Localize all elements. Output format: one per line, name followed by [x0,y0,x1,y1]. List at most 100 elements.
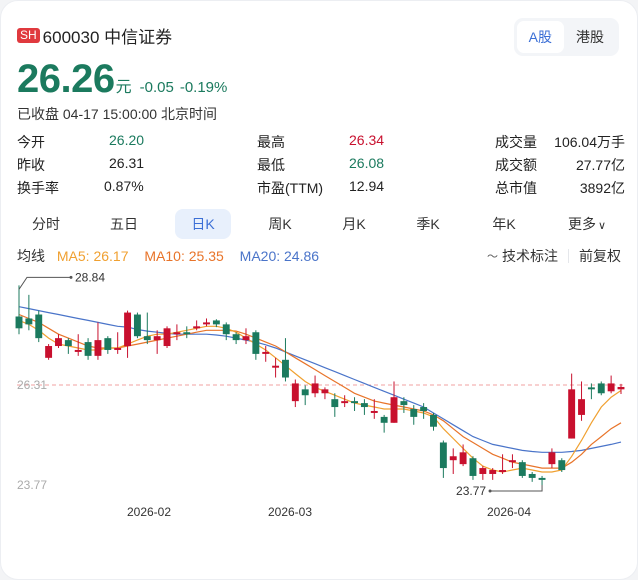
candle-body [410,409,418,417]
stat-label-open: 今开 [17,134,45,150]
candle-body [587,387,595,390]
candle-body [439,442,447,469]
x-axis-date-label: 2026-04 [487,505,531,519]
stock-header: SH 600030 中信证券 [17,23,172,48]
current-price: 26.26 [17,57,115,101]
candle-body [15,316,23,329]
candle-body [133,314,141,337]
stats-grid: 今开 26.20 最高 26.34 成交量 106.04万手 昨收 26.31 … [17,130,625,199]
stat-label-turnover: 成交额 [495,157,537,173]
stat-value-turnover: 27.77亿 [575,157,625,173]
chart-tools: 〜 技术标注 前复权 [487,246,621,266]
stat-label-prev-close: 昨收 [17,157,45,173]
candle-body [360,403,368,408]
stat-label-low: 最低 [257,157,285,173]
price-block: 26.26 元 -0.05 -0.19% [17,57,227,102]
stat-label-volume: 成交量 [495,134,537,150]
candle-body [518,462,526,476]
candle-body [242,336,250,341]
candle-body [578,399,585,415]
candle-body [153,336,161,341]
candle-body [568,389,576,439]
tech-mark-button[interactable]: 技术标注 [502,248,558,264]
low-annotation-label: 23.77 [456,484,486,498]
candle-body [538,477,546,480]
ma10-line [18,313,622,469]
stats-row: 昨收 26.31 最低 26.08 成交额 27.77亿 [17,153,625,176]
candle-body [508,460,516,463]
candle-body [499,470,507,473]
divider [568,249,569,263]
tab-weekly-k[interactable]: 周K [268,216,292,232]
candle-body [489,470,497,474]
stat-value-low: 26.08 [349,155,385,171]
ma5-value: MA5: 26.17 [56,248,129,264]
tab-yearly-k[interactable]: 年K [492,216,516,232]
tab-intraday[interactable]: 分时 [32,216,60,232]
low-annotation-dot [488,489,492,493]
high-annotation-line [18,276,71,290]
stat-label-market-cap: 总市值 [495,180,537,196]
price-change: -0.05 [139,79,174,96]
tab-a-share[interactable]: A股 [516,21,564,53]
candle-body [479,468,487,474]
x-axis-date-label: 2026-02 [127,505,171,519]
stat-label-high: 最高 [257,134,285,150]
tab-five-day[interactable]: 五日 [110,216,138,232]
price-unit: 元 [115,79,132,96]
stat-label-pe: 市盈(TTM) [257,180,324,196]
tab-quarterly-k[interactable]: 季K [416,216,440,232]
candle-body [163,328,171,347]
candle-body [272,365,280,368]
candle-body [607,383,615,392]
stat-value-market-cap: 3892亿 [579,180,625,196]
candle-body [252,332,260,354]
candle-body [597,383,605,394]
candle-body [64,340,72,347]
candle-body [84,342,92,356]
tab-more[interactable]: 更多 ∨ [557,209,617,239]
period-tabs: 分时 五日 日K 周K 月K 季K 年K 更多 ∨ [17,209,625,239]
stat-value-turnover-rate: 0.87% [104,178,144,194]
tab-daily-k[interactable]: 日K [175,209,231,239]
stats-row: 换手率 0.87% 市盈(TTM) 12.94 总市值 3892亿 [17,176,625,199]
candle-body [528,473,536,478]
candle-body [420,407,428,411]
candle-body [400,401,408,406]
candle-body [282,359,289,378]
candle-body [380,416,388,423]
candle-body [548,452,556,465]
ma10-value: MA10: 25.35 [144,248,224,264]
tab-monthly-k[interactable]: 月K [342,216,366,232]
market-status: 已收盘 04-17 15:00:00 北京时间 [17,106,217,122]
kline-chart[interactable]: 26.31 23.77 28.84 23.77 2026-02 2026-03 2026-0… [1,266,638,526]
candle-body [430,414,437,427]
candle-body [173,332,181,335]
candle-body [459,452,467,465]
candle-body [301,389,309,396]
stat-label-turnover-rate: 换手率 [17,180,59,196]
candle-body [35,314,43,339]
candle-body [212,320,220,325]
candle-body [25,318,33,325]
candle-body [104,338,112,350]
candle-body [183,332,191,335]
candle-body [449,456,457,461]
ma20-value: MA20: 24.86 [239,248,320,264]
candle-body [469,458,477,476]
ma-legend: 均线 MA5: 26.17 MA10: 25.35 MA20: 24.86 [17,246,625,266]
stat-value-open: 26.20 [109,132,145,148]
candle-body [232,334,240,341]
candle-body [203,322,210,325]
stat-value-prev-close: 26.31 [109,155,145,171]
tab-hk-share[interactable]: 港股 [576,29,604,45]
exchange-badge: SH [17,28,40,43]
stat-value-pe: 12.94 [349,178,385,194]
stat-value-volume: 106.04万手 [554,134,625,150]
candle-body [94,340,102,356]
candle-body [390,397,398,423]
candle-body [370,410,378,413]
adjust-button[interactable]: 前复权 [579,248,621,264]
candle-body [45,346,53,358]
